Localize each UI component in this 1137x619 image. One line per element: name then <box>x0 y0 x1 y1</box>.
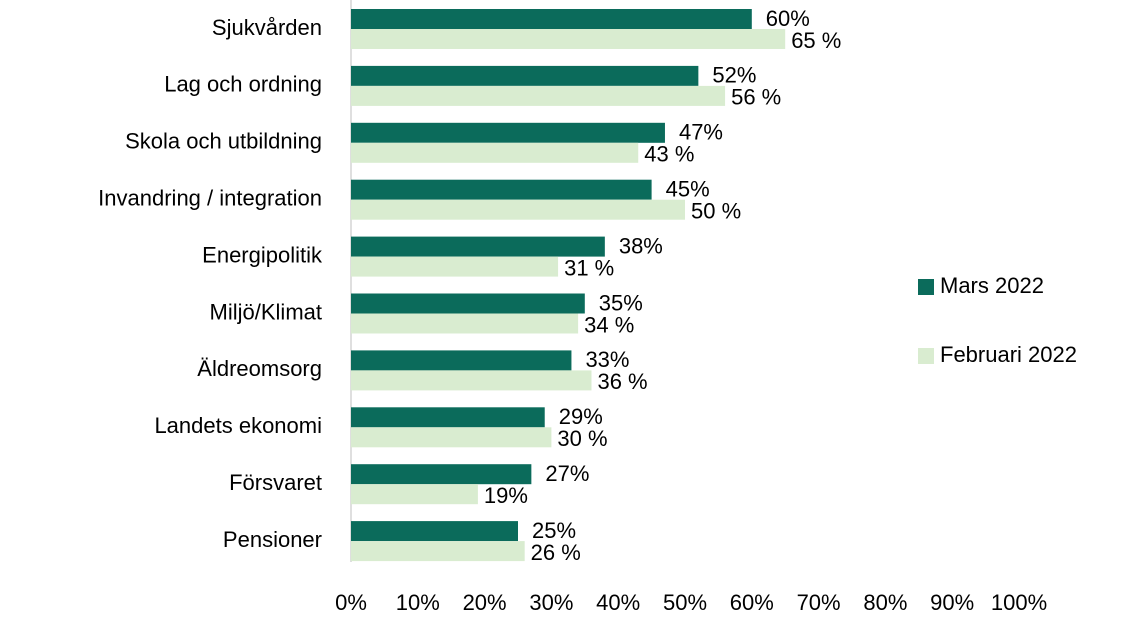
bar <box>351 464 532 485</box>
value-label: 27% <box>545 461 589 486</box>
bar <box>351 407 545 428</box>
value-label: 47% <box>679 120 723 145</box>
category-label: Försvaret <box>229 470 322 495</box>
x-tick-label: 30% <box>529 590 573 614</box>
value-label: 43 % <box>644 142 694 167</box>
bar <box>351 65 699 86</box>
value-label: 33% <box>585 347 629 372</box>
value-label: 34 % <box>584 312 634 337</box>
value-label: 50 % <box>691 199 741 224</box>
category-label: Lag och ordning <box>164 72 322 97</box>
x-tick-label: 40% <box>596 590 640 614</box>
value-label: 65 % <box>791 28 841 53</box>
bar <box>351 29 786 49</box>
bar <box>351 370 592 391</box>
value-label: 52% <box>712 63 756 88</box>
category-label: Landets ekonomi <box>154 413 322 438</box>
x-tick-label: 70% <box>797 590 841 614</box>
legend-label: Februari 2022 <box>940 342 1077 367</box>
value-label: 19% <box>484 483 528 508</box>
value-label: 25% <box>532 518 576 543</box>
bar <box>351 541 525 562</box>
value-label: 56 % <box>731 85 781 110</box>
bar <box>351 199 685 220</box>
x-tick-label: 80% <box>863 590 907 614</box>
category-label: Miljö/Klimat <box>210 299 322 324</box>
x-tick-label: 90% <box>930 590 974 614</box>
value-label: 31 % <box>564 255 614 280</box>
value-label: 30 % <box>557 426 607 451</box>
bar <box>351 85 726 106</box>
legend-swatch <box>918 348 934 364</box>
x-tick-label: 0% <box>335 590 367 614</box>
bar <box>351 313 579 334</box>
x-tick-label: 100% <box>991 590 1047 614</box>
value-label: 26 % <box>531 540 581 565</box>
bar <box>351 9 752 29</box>
legend-label: Mars 2022 <box>940 273 1044 298</box>
category-label: Sjukvården <box>212 15 322 40</box>
bar <box>351 122 665 143</box>
bar <box>351 521 518 542</box>
value-label: 38% <box>619 233 663 258</box>
x-tick-label: 60% <box>730 590 774 614</box>
category-label: Invandring / integration <box>98 186 322 211</box>
bar <box>351 350 572 371</box>
category-label: Äldreomsorg <box>197 356 322 381</box>
bar <box>351 293 585 314</box>
legend-swatch <box>918 279 934 295</box>
value-label: 36 % <box>597 369 647 394</box>
bar <box>351 427 552 448</box>
x-tick-label: 50% <box>663 590 707 614</box>
value-label: 60% <box>766 6 810 31</box>
bar <box>351 236 605 257</box>
x-tick-label: 10% <box>396 590 440 614</box>
category-label: Pensioner <box>223 527 322 552</box>
value-label: 35% <box>599 290 643 315</box>
bar <box>351 256 559 277</box>
bar <box>351 484 478 505</box>
bar <box>351 142 639 163</box>
value-label: 29% <box>559 404 603 429</box>
value-label: 45% <box>666 177 710 202</box>
bar <box>351 179 652 200</box>
category-label: Skola och utbildning <box>125 129 322 154</box>
category-label: Energipolitik <box>202 242 323 267</box>
x-tick-label: 20% <box>463 590 507 614</box>
